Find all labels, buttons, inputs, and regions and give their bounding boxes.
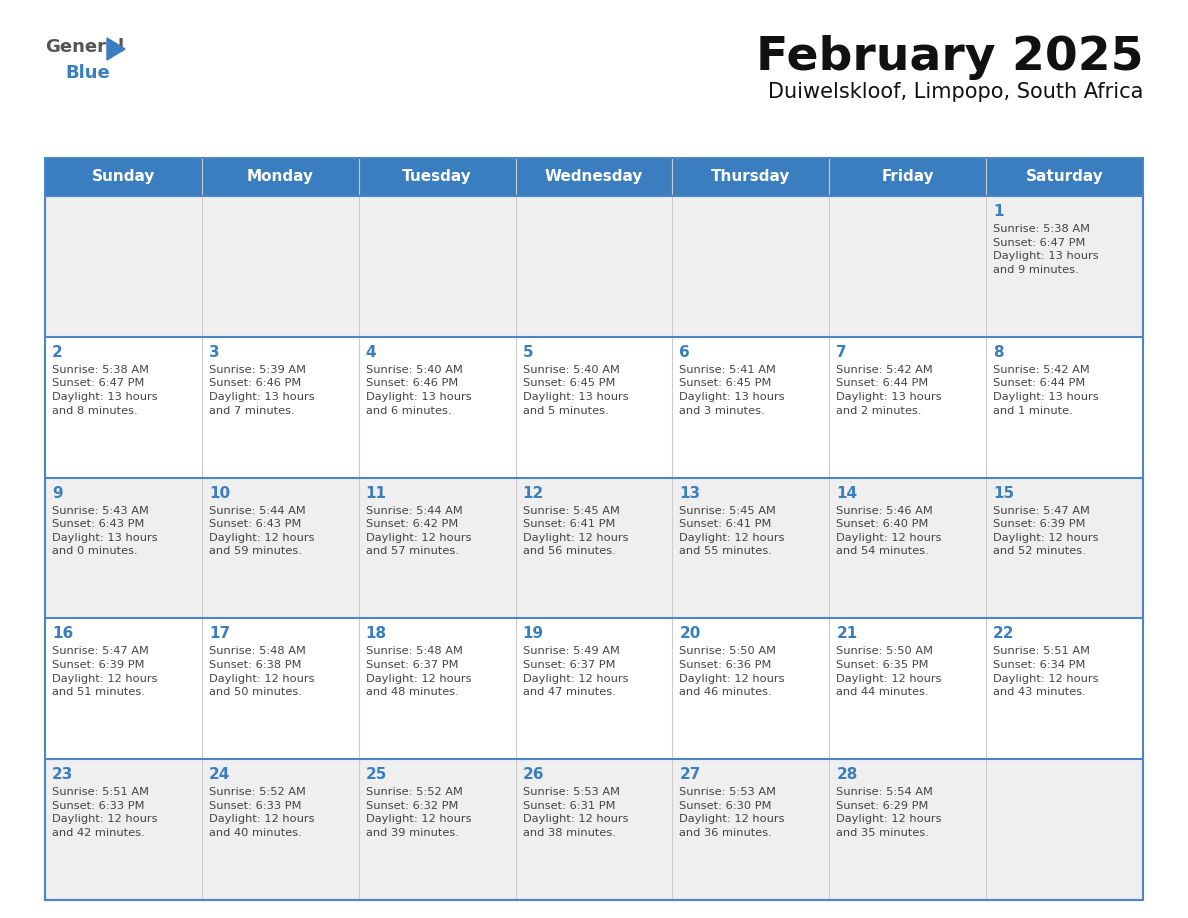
Text: Sunrise: 5:40 AM
Sunset: 6:46 PM
Daylight: 13 hours
and 6 minutes.: Sunrise: 5:40 AM Sunset: 6:46 PM Dayligh… xyxy=(366,364,472,416)
Text: 11: 11 xyxy=(366,486,387,500)
Text: Sunrise: 5:38 AM
Sunset: 6:47 PM
Daylight: 13 hours
and 9 minutes.: Sunrise: 5:38 AM Sunset: 6:47 PM Dayligh… xyxy=(993,224,1099,274)
Bar xyxy=(45,619,1143,759)
Text: Sunrise: 5:44 AM
Sunset: 6:43 PM
Daylight: 12 hours
and 59 minutes.: Sunrise: 5:44 AM Sunset: 6:43 PM Dayligh… xyxy=(209,506,315,556)
Bar xyxy=(45,158,1143,900)
Text: 7: 7 xyxy=(836,345,847,360)
Text: Sunrise: 5:42 AM
Sunset: 6:44 PM
Daylight: 13 hours
and 2 minutes.: Sunrise: 5:42 AM Sunset: 6:44 PM Dayligh… xyxy=(836,364,942,416)
Text: February 2025: February 2025 xyxy=(756,35,1143,80)
Text: Wednesday: Wednesday xyxy=(545,170,643,185)
Text: 21: 21 xyxy=(836,626,858,642)
Text: Friday: Friday xyxy=(881,170,934,185)
Bar xyxy=(45,158,1143,196)
Text: 24: 24 xyxy=(209,767,230,782)
Text: Sunrise: 5:47 AM
Sunset: 6:39 PM
Daylight: 12 hours
and 52 minutes.: Sunrise: 5:47 AM Sunset: 6:39 PM Dayligh… xyxy=(993,506,1099,556)
Text: 10: 10 xyxy=(209,486,230,500)
Text: 3: 3 xyxy=(209,345,220,360)
Text: 26: 26 xyxy=(523,767,544,782)
Bar xyxy=(45,759,1143,900)
Text: Monday: Monday xyxy=(247,170,314,185)
Bar xyxy=(45,477,1143,619)
Text: Duiwelskloof, Limpopo, South Africa: Duiwelskloof, Limpopo, South Africa xyxy=(767,82,1143,102)
Text: 18: 18 xyxy=(366,626,387,642)
Text: Sunrise: 5:45 AM
Sunset: 6:41 PM
Daylight: 12 hours
and 55 minutes.: Sunrise: 5:45 AM Sunset: 6:41 PM Dayligh… xyxy=(680,506,785,556)
Text: Sunrise: 5:52 AM
Sunset: 6:32 PM
Daylight: 12 hours
and 39 minutes.: Sunrise: 5:52 AM Sunset: 6:32 PM Dayligh… xyxy=(366,788,472,838)
Text: 13: 13 xyxy=(680,486,701,500)
Text: 28: 28 xyxy=(836,767,858,782)
Text: 15: 15 xyxy=(993,486,1015,500)
Text: Sunrise: 5:51 AM
Sunset: 6:34 PM
Daylight: 12 hours
and 43 minutes.: Sunrise: 5:51 AM Sunset: 6:34 PM Dayligh… xyxy=(993,646,1099,697)
Text: Sunrise: 5:54 AM
Sunset: 6:29 PM
Daylight: 12 hours
and 35 minutes.: Sunrise: 5:54 AM Sunset: 6:29 PM Dayligh… xyxy=(836,788,942,838)
Text: 23: 23 xyxy=(52,767,74,782)
Text: 1: 1 xyxy=(993,204,1004,219)
Polygon shape xyxy=(107,38,125,60)
Text: Sunrise: 5:45 AM
Sunset: 6:41 PM
Daylight: 12 hours
and 56 minutes.: Sunrise: 5:45 AM Sunset: 6:41 PM Dayligh… xyxy=(523,506,628,556)
Text: General: General xyxy=(45,38,124,56)
Text: 6: 6 xyxy=(680,345,690,360)
Text: Thursday: Thursday xyxy=(712,170,790,185)
Text: 20: 20 xyxy=(680,626,701,642)
Text: 4: 4 xyxy=(366,345,377,360)
Text: Sunrise: 5:39 AM
Sunset: 6:46 PM
Daylight: 13 hours
and 7 minutes.: Sunrise: 5:39 AM Sunset: 6:46 PM Dayligh… xyxy=(209,364,315,416)
Text: 9: 9 xyxy=(52,486,63,500)
Text: Sunrise: 5:44 AM
Sunset: 6:42 PM
Daylight: 12 hours
and 57 minutes.: Sunrise: 5:44 AM Sunset: 6:42 PM Dayligh… xyxy=(366,506,472,556)
Text: Sunrise: 5:47 AM
Sunset: 6:39 PM
Daylight: 12 hours
and 51 minutes.: Sunrise: 5:47 AM Sunset: 6:39 PM Dayligh… xyxy=(52,646,158,697)
Text: Sunrise: 5:48 AM
Sunset: 6:37 PM
Daylight: 12 hours
and 48 minutes.: Sunrise: 5:48 AM Sunset: 6:37 PM Dayligh… xyxy=(366,646,472,697)
Text: Sunrise: 5:53 AM
Sunset: 6:31 PM
Daylight: 12 hours
and 38 minutes.: Sunrise: 5:53 AM Sunset: 6:31 PM Dayligh… xyxy=(523,788,628,838)
Text: 25: 25 xyxy=(366,767,387,782)
Text: 8: 8 xyxy=(993,345,1004,360)
Text: Sunrise: 5:50 AM
Sunset: 6:36 PM
Daylight: 12 hours
and 46 minutes.: Sunrise: 5:50 AM Sunset: 6:36 PM Dayligh… xyxy=(680,646,785,697)
Text: 5: 5 xyxy=(523,345,533,360)
Text: Sunrise: 5:49 AM
Sunset: 6:37 PM
Daylight: 12 hours
and 47 minutes.: Sunrise: 5:49 AM Sunset: 6:37 PM Dayligh… xyxy=(523,646,628,697)
Text: Sunrise: 5:53 AM
Sunset: 6:30 PM
Daylight: 12 hours
and 36 minutes.: Sunrise: 5:53 AM Sunset: 6:30 PM Dayligh… xyxy=(680,788,785,838)
Text: 2: 2 xyxy=(52,345,63,360)
Text: Blue: Blue xyxy=(65,64,109,82)
Text: 17: 17 xyxy=(209,626,230,642)
Text: 12: 12 xyxy=(523,486,544,500)
Text: Saturday: Saturday xyxy=(1025,170,1104,185)
Text: 16: 16 xyxy=(52,626,74,642)
Text: Sunrise: 5:46 AM
Sunset: 6:40 PM
Daylight: 12 hours
and 54 minutes.: Sunrise: 5:46 AM Sunset: 6:40 PM Dayligh… xyxy=(836,506,942,556)
Text: Sunrise: 5:51 AM
Sunset: 6:33 PM
Daylight: 12 hours
and 42 minutes.: Sunrise: 5:51 AM Sunset: 6:33 PM Dayligh… xyxy=(52,788,158,838)
Bar xyxy=(45,196,1143,337)
Text: Tuesday: Tuesday xyxy=(403,170,472,185)
Text: 14: 14 xyxy=(836,486,858,500)
Bar xyxy=(45,337,1143,477)
Text: Sunrise: 5:40 AM
Sunset: 6:45 PM
Daylight: 13 hours
and 5 minutes.: Sunrise: 5:40 AM Sunset: 6:45 PM Dayligh… xyxy=(523,364,628,416)
Text: Sunrise: 5:50 AM
Sunset: 6:35 PM
Daylight: 12 hours
and 44 minutes.: Sunrise: 5:50 AM Sunset: 6:35 PM Dayligh… xyxy=(836,646,942,697)
Text: 19: 19 xyxy=(523,626,544,642)
Text: Sunrise: 5:52 AM
Sunset: 6:33 PM
Daylight: 12 hours
and 40 minutes.: Sunrise: 5:52 AM Sunset: 6:33 PM Dayligh… xyxy=(209,788,315,838)
Text: Sunrise: 5:43 AM
Sunset: 6:43 PM
Daylight: 13 hours
and 0 minutes.: Sunrise: 5:43 AM Sunset: 6:43 PM Dayligh… xyxy=(52,506,158,556)
Text: 27: 27 xyxy=(680,767,701,782)
Text: Sunrise: 5:42 AM
Sunset: 6:44 PM
Daylight: 13 hours
and 1 minute.: Sunrise: 5:42 AM Sunset: 6:44 PM Dayligh… xyxy=(993,364,1099,416)
Text: 22: 22 xyxy=(993,626,1015,642)
Text: Sunrise: 5:38 AM
Sunset: 6:47 PM
Daylight: 13 hours
and 8 minutes.: Sunrise: 5:38 AM Sunset: 6:47 PM Dayligh… xyxy=(52,364,158,416)
Text: Sunday: Sunday xyxy=(91,170,156,185)
Text: Sunrise: 5:41 AM
Sunset: 6:45 PM
Daylight: 13 hours
and 3 minutes.: Sunrise: 5:41 AM Sunset: 6:45 PM Dayligh… xyxy=(680,364,785,416)
Text: Sunrise: 5:48 AM
Sunset: 6:38 PM
Daylight: 12 hours
and 50 minutes.: Sunrise: 5:48 AM Sunset: 6:38 PM Dayligh… xyxy=(209,646,315,697)
